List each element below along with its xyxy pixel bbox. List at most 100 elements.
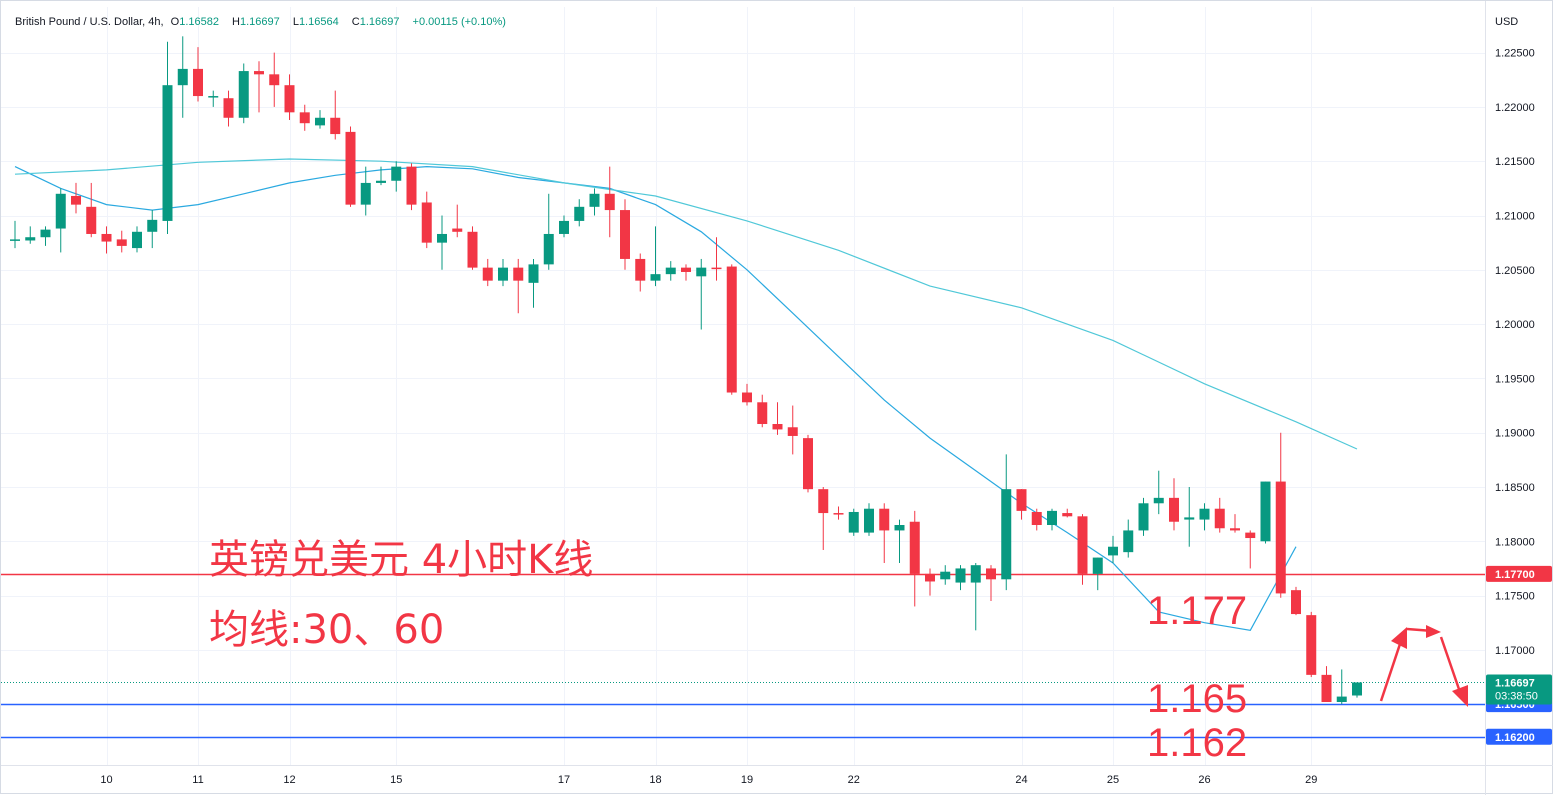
- candle: [238, 63, 249, 124]
- candle: [269, 52, 280, 107]
- candle-body: [1291, 590, 1301, 615]
- candle: [86, 182, 97, 238]
- candle: [1199, 503, 1210, 531]
- badge-1177-text: 1.17700: [1495, 569, 1535, 581]
- badge-1177-bg: [1486, 565, 1552, 582]
- candle-body: [132, 231, 142, 249]
- candle: [132, 226, 142, 253]
- candle-body: [589, 193, 600, 207]
- candle: [635, 253, 646, 292]
- candle: [315, 110, 325, 129]
- candle: [1092, 557, 1103, 591]
- time-tick-label: 11: [192, 774, 203, 786]
- arrow-down-head: [1452, 685, 1468, 707]
- candle: [376, 166, 386, 186]
- grid-lines: [1, 7, 1485, 765]
- candle-body: [269, 74, 280, 86]
- candle-body: [1352, 682, 1362, 696]
- candle-body: [1001, 489, 1012, 580]
- price-tick-label: 1.22000: [1495, 102, 1535, 114]
- time-tick-label: 19: [741, 774, 753, 786]
- candle-body: [101, 233, 112, 242]
- price-tick-label: 1.19500: [1495, 373, 1535, 385]
- candle-body: [10, 239, 20, 241]
- candle: [330, 90, 341, 140]
- candle-body: [1047, 510, 1057, 526]
- badge-countdown-text: 03:38:50: [1495, 690, 1538, 702]
- candle: [681, 264, 691, 281]
- candle: [818, 486, 829, 550]
- candle: [147, 210, 158, 249]
- candle-body: [71, 195, 81, 205]
- candle-body: [665, 267, 676, 275]
- candle-body: [147, 219, 158, 232]
- candle: [55, 188, 66, 253]
- candle: [1230, 514, 1240, 533]
- candle: [528, 258, 539, 308]
- candle: [1291, 586, 1301, 616]
- candle-body: [299, 112, 310, 124]
- candle: [742, 383, 752, 406]
- ma-line: [14, 158, 1358, 450]
- symbol-title[interactable]: British Pound / U.S. Dollar, 4h,: [15, 16, 164, 28]
- time-tick-label: 24: [1015, 774, 1027, 786]
- candle-body: [1199, 508, 1210, 520]
- candle-body: [376, 180, 386, 183]
- candle-body: [1153, 497, 1164, 504]
- badge-1177: 1.17700: [1486, 565, 1552, 582]
- candle-body: [1245, 532, 1256, 539]
- candle-body: [1260, 481, 1271, 542]
- price-tick-label: 1.18000: [1495, 536, 1535, 548]
- candle: [406, 163, 417, 211]
- candle: [10, 220, 20, 249]
- candle: [467, 226, 478, 270]
- candle-body: [467, 231, 478, 268]
- time-tick-label: 26: [1198, 774, 1210, 786]
- candle: [1001, 454, 1012, 591]
- candle: [1108, 535, 1118, 564]
- candle: [711, 237, 722, 281]
- candle-body: [437, 233, 447, 243]
- candle: [1031, 508, 1042, 531]
- price-axis[interactable]: 1.22500 1.22000 1.21500 1.21000 1.20500 1.200…: [1485, 1, 1535, 795]
- candle: [803, 434, 813, 493]
- candle: [909, 510, 920, 607]
- candle: [1275, 432, 1286, 598]
- candle: [391, 161, 402, 192]
- candle-body: [787, 427, 798, 436]
- candle: [620, 199, 630, 270]
- candle-body: [1230, 528, 1240, 531]
- candle-body: [543, 233, 554, 265]
- currency-label: USD: [1495, 16, 1519, 28]
- candle-body: [482, 267, 493, 281]
- badge-last-bg: [1486, 674, 1552, 705]
- candle: [589, 188, 600, 216]
- candle-body: [330, 117, 341, 135]
- candle: [254, 61, 264, 113]
- candle-body: [711, 267, 722, 270]
- candle: [864, 503, 874, 536]
- level-label-1165: 1.165: [1147, 677, 1248, 721]
- candle-body: [909, 521, 920, 574]
- candle: [1138, 497, 1149, 536]
- candle: [574, 199, 585, 227]
- candle-body: [360, 182, 371, 205]
- candle: [1245, 530, 1256, 569]
- candle: [894, 519, 905, 564]
- candle-body: [116, 239, 127, 246]
- candle-body: [254, 71, 264, 75]
- candle-body: [818, 489, 829, 514]
- candle-body: [894, 525, 905, 531]
- candle: [177, 36, 188, 118]
- candle: [1336, 669, 1347, 705]
- candle-body: [848, 511, 859, 533]
- time-axis[interactable]: 10 11 12 15 17 18 19 22 24 25 26 29: [1, 765, 1553, 787]
- candle-body: [1336, 696, 1347, 703]
- candle: [879, 503, 890, 564]
- price-tick-label: 1.17000: [1495, 645, 1535, 657]
- candle-body: [1306, 615, 1317, 675]
- candle-body: [925, 573, 935, 582]
- badge-1162: 1.16200: [1486, 728, 1552, 745]
